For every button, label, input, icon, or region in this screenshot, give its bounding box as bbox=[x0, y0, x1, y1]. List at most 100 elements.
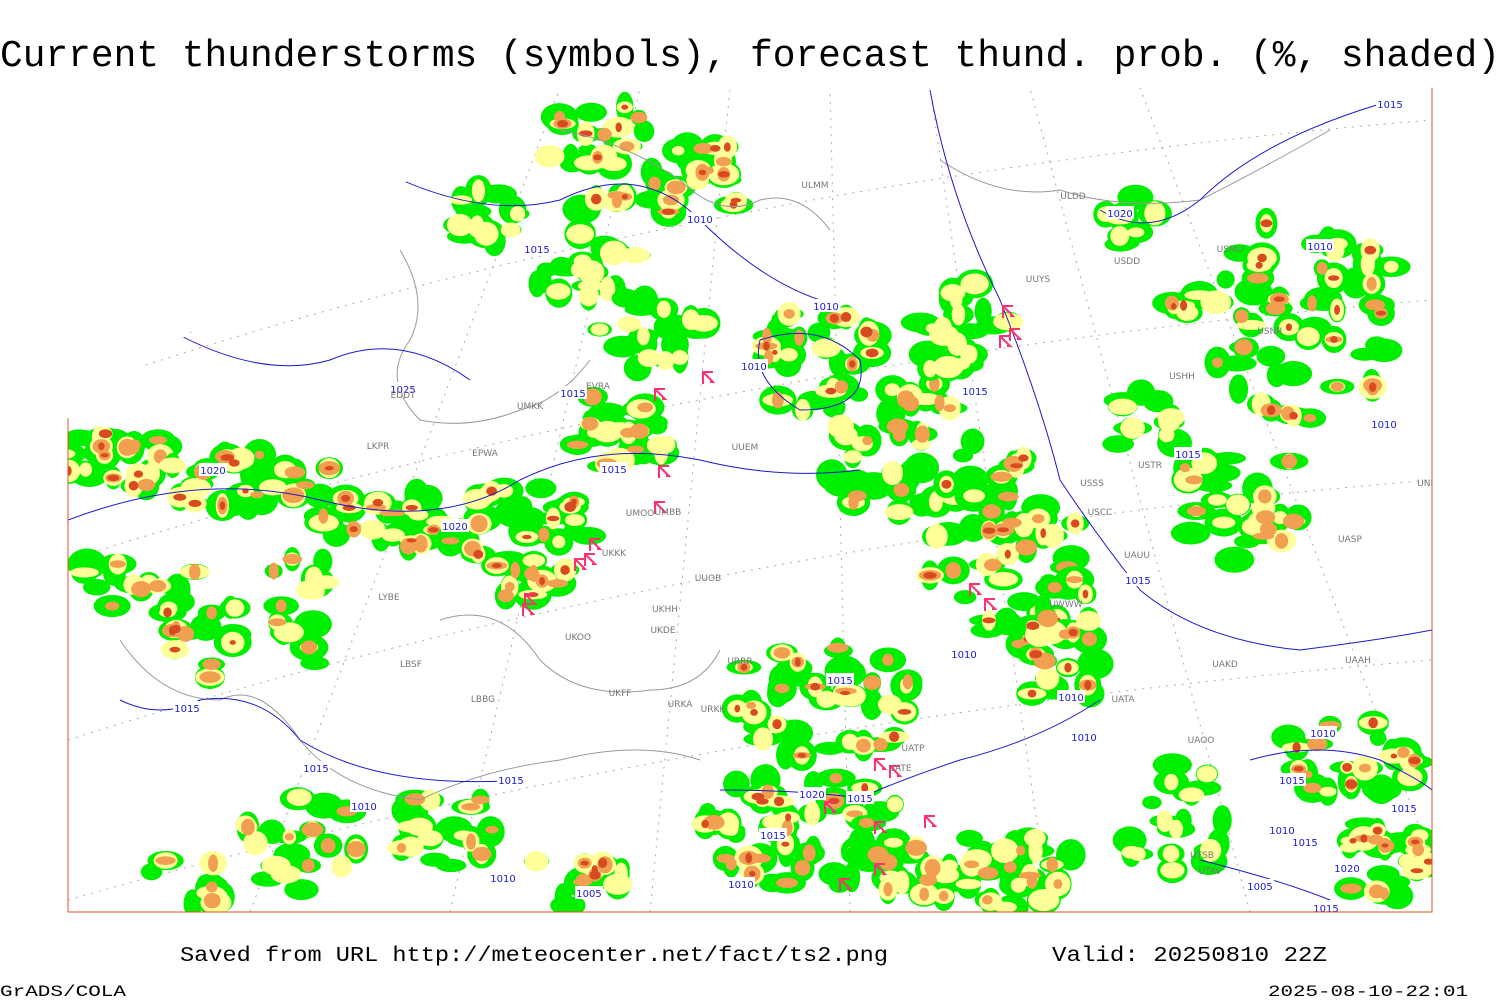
shade-cell bbox=[825, 387, 837, 395]
shade-cell bbox=[593, 154, 602, 161]
shade-cell bbox=[698, 169, 707, 176]
isobar-label: 1015 bbox=[1279, 776, 1304, 787]
shade-cell bbox=[1360, 251, 1375, 277]
shade-cell bbox=[1031, 514, 1045, 524]
isobar-label-box bbox=[961, 384, 989, 397]
shade-cell bbox=[127, 439, 141, 451]
shade-cell bbox=[163, 607, 172, 618]
shade-cell bbox=[190, 613, 222, 641]
shade-cell bbox=[840, 311, 852, 323]
storm-symbol bbox=[839, 878, 853, 891]
shade-cell bbox=[301, 822, 324, 838]
isobar-label: 1015 bbox=[303, 764, 328, 775]
shade-cell bbox=[745, 852, 753, 864]
shade-cell bbox=[882, 460, 904, 486]
shade-cell bbox=[539, 576, 545, 586]
station-label: EPWA bbox=[472, 449, 499, 459]
shade-cell bbox=[202, 658, 221, 670]
shade-cell bbox=[428, 527, 439, 533]
shade-cell bbox=[149, 580, 167, 592]
shade-cell bbox=[188, 499, 202, 508]
shade-cell bbox=[546, 283, 571, 300]
isobar-label: 1010 bbox=[813, 302, 838, 313]
station-label: USMU bbox=[1217, 245, 1244, 255]
station-label: LKPR bbox=[367, 442, 390, 452]
shade-cell bbox=[1028, 889, 1060, 912]
shade-cell bbox=[405, 504, 418, 511]
shade-cell bbox=[1281, 454, 1298, 469]
shade-cell bbox=[1273, 296, 1285, 302]
shade-cell bbox=[1296, 327, 1320, 347]
isobar-label-box bbox=[173, 701, 201, 714]
shade-cell bbox=[199, 671, 221, 683]
shade-cell bbox=[1364, 299, 1386, 311]
shade-cell bbox=[1160, 862, 1185, 879]
shade-cell bbox=[250, 491, 264, 499]
shade-cell bbox=[169, 576, 191, 608]
shade-cell bbox=[746, 701, 757, 710]
shade-cell bbox=[1349, 837, 1357, 844]
shade-cell bbox=[666, 180, 686, 195]
station-label: USNR bbox=[1257, 327, 1282, 337]
shade-cell bbox=[1358, 763, 1371, 773]
shade-cell bbox=[243, 831, 268, 856]
shade-cell bbox=[286, 788, 312, 806]
shade-cell bbox=[951, 303, 966, 326]
station-label: UAUU bbox=[1124, 551, 1150, 561]
shade-cell bbox=[189, 563, 201, 580]
shade-cell bbox=[500, 222, 521, 238]
shade-cell bbox=[703, 814, 725, 830]
shade-cell bbox=[1010, 463, 1023, 469]
station-label: UKFF bbox=[609, 689, 632, 699]
isobar-label: 1010 bbox=[1371, 420, 1396, 431]
shade-cell bbox=[977, 866, 999, 880]
shade-cell bbox=[637, 326, 650, 346]
shade-cell bbox=[560, 565, 570, 575]
station-label: USDD bbox=[1114, 257, 1140, 267]
isobar-label-box bbox=[1312, 901, 1340, 912]
isobar-label-box bbox=[1291, 835, 1319, 848]
shade-cell bbox=[725, 857, 737, 871]
isobar-label: 1015 bbox=[1377, 100, 1402, 111]
shade-cell bbox=[597, 127, 612, 142]
shade-cell bbox=[662, 194, 680, 206]
shade-cell bbox=[219, 501, 226, 510]
shade-cell bbox=[1342, 762, 1352, 772]
shade-cell bbox=[884, 504, 914, 521]
shade-cell bbox=[1084, 680, 1092, 690]
shade-cell bbox=[566, 440, 589, 449]
shade-cell bbox=[268, 562, 279, 580]
shade-cell bbox=[1040, 528, 1047, 539]
shade-cell bbox=[1372, 826, 1383, 835]
isobar-label-box bbox=[740, 359, 768, 372]
shade-cell bbox=[282, 554, 303, 565]
station-label: URRR bbox=[727, 657, 752, 667]
shade-cell bbox=[982, 617, 996, 624]
shade-cell bbox=[813, 741, 846, 755]
isobar-label-box bbox=[1370, 417, 1398, 430]
shade-cell bbox=[1127, 227, 1145, 238]
shade-cell bbox=[1369, 730, 1387, 746]
shade-cell bbox=[570, 261, 590, 278]
shade-cell bbox=[828, 797, 840, 805]
shade-cell bbox=[1041, 523, 1064, 549]
station-label: UUYS bbox=[1026, 275, 1051, 285]
storm-symbol bbox=[654, 501, 668, 514]
shade-cell bbox=[1075, 610, 1102, 631]
shade-cell bbox=[863, 675, 881, 690]
shade-cell bbox=[1285, 323, 1293, 331]
shade-cell bbox=[220, 454, 235, 461]
shade-cell bbox=[723, 142, 731, 152]
shade-cell bbox=[254, 450, 265, 460]
shade-cell bbox=[1289, 412, 1298, 420]
shade-cell bbox=[497, 589, 514, 603]
shade-cell bbox=[301, 859, 315, 873]
shade-cell bbox=[1024, 829, 1046, 848]
isobar-label: 1010 bbox=[351, 802, 376, 813]
shade-cell bbox=[372, 498, 384, 507]
shade-cell bbox=[1216, 270, 1235, 289]
shade-cell bbox=[1035, 666, 1060, 690]
shade-cell bbox=[1081, 632, 1098, 647]
station-label: UAAH bbox=[1345, 656, 1371, 666]
shade-cell bbox=[1366, 276, 1377, 291]
